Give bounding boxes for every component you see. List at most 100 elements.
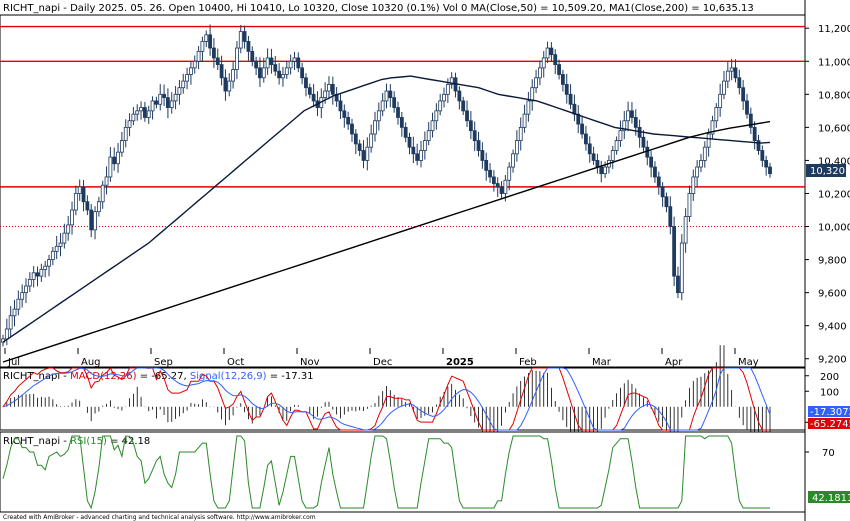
macd-tick-label: 100 (820, 387, 839, 398)
candle-body (181, 80, 186, 89)
candle-body (254, 60, 259, 69)
candle-body (166, 97, 170, 108)
candle-body (718, 93, 723, 108)
candle-body (491, 176, 496, 184)
candle-body (242, 31, 247, 42)
candle-body (587, 143, 592, 155)
candle-body (323, 90, 328, 99)
candle-body (265, 57, 270, 69)
candle-body (8, 315, 13, 330)
macd-line (2, 367, 770, 431)
candle-body (376, 110, 381, 122)
candle-body (112, 156, 117, 165)
candle-body (457, 90, 462, 102)
x-tick-label: Sep (154, 357, 173, 368)
candle-body (108, 156, 113, 178)
price-panel-frame (0, 14, 806, 368)
y-tick-label: 10,800 (818, 90, 850, 101)
candle-body (576, 113, 581, 125)
candle-body (27, 279, 32, 287)
candle-body (66, 224, 71, 234)
candle-body (365, 146, 370, 161)
candle-body (47, 259, 51, 267)
candle-body (39, 269, 44, 277)
candle-body (622, 120, 627, 132)
candle-body (434, 110, 439, 122)
candle-body (484, 160, 489, 171)
macd-header: RICHT_napi - MACD(12,26) = -65.27, Signa… (3, 371, 314, 382)
candle-body (142, 107, 147, 118)
ma200-line (2, 120, 771, 363)
candle-body (618, 130, 623, 141)
candle-body (307, 87, 312, 95)
candle-body (407, 136, 412, 148)
x-tick-label: May (738, 357, 759, 368)
candle-body (561, 74, 565, 85)
candle-body (77, 186, 82, 194)
candle-body (649, 156, 654, 168)
chart-header: RICHT_napi - Daily 2025. 05. 26. Open 10… (3, 3, 754, 14)
candle-body (70, 209, 74, 226)
candle-body (641, 136, 646, 148)
y-tick-label: 11,000 (818, 57, 850, 68)
candle-body (85, 201, 90, 211)
macd-value-box (808, 418, 850, 429)
candle-body (369, 133, 374, 148)
candle-body (12, 308, 17, 317)
candle-body (748, 113, 753, 128)
candle-body (346, 117, 351, 125)
candle-body (353, 133, 358, 145)
candle-body (426, 130, 431, 141)
candle-body (292, 57, 297, 62)
candle-body (139, 107, 143, 112)
candle-body (281, 74, 285, 79)
x-tick-label: 2025 (446, 357, 474, 368)
candle-body (461, 100, 466, 112)
rsi-y-axis: 70 (805, 448, 835, 459)
candle-body (714, 107, 719, 122)
y-tick-label: 9,600 (818, 289, 847, 300)
candle-body (24, 285, 28, 294)
candle-body (169, 100, 174, 108)
signal-box-label: -17.3072 (810, 407, 850, 418)
y-tick-label: 10,600 (818, 123, 850, 134)
candle-body (16, 298, 21, 310)
candle-body (764, 160, 769, 168)
candle-body (62, 232, 67, 244)
candle-body (610, 150, 615, 161)
candle-body (691, 176, 696, 194)
candle-body (304, 77, 308, 89)
y-tick-label: 9,200 (818, 355, 847, 366)
candle-body (534, 77, 538, 89)
price-label: 10,320 (810, 166, 845, 177)
signal-line (2, 367, 771, 431)
candle-body (488, 169, 492, 178)
candle-body (54, 245, 59, 252)
candle-body (660, 186, 665, 198)
candle-body (526, 100, 531, 115)
candle-body (200, 41, 205, 52)
candle-body (196, 50, 201, 62)
price-label-box (806, 164, 846, 177)
y-tick-label: 10,200 (818, 189, 850, 200)
candle-body (568, 93, 573, 105)
candle-body (238, 31, 243, 49)
candle-body (189, 67, 193, 75)
candle-body (223, 77, 228, 92)
candle-body (392, 97, 397, 108)
candle-body (399, 117, 404, 128)
candle-body (284, 67, 289, 75)
candle-body (20, 292, 25, 300)
candle-body (269, 57, 274, 65)
horizontal-lines (0, 25, 805, 228)
signal-label: Signal(12,26,9) (190, 371, 267, 382)
signal-value-box (808, 406, 850, 417)
candle-body (212, 47, 216, 59)
candle-body (422, 140, 427, 151)
candle-body (545, 47, 550, 59)
candle-body (557, 64, 561, 75)
rsi-ticker: RICHT_napi (3, 436, 60, 447)
candle-body (503, 179, 508, 194)
candle-body (702, 146, 707, 161)
candle-body (584, 133, 588, 145)
